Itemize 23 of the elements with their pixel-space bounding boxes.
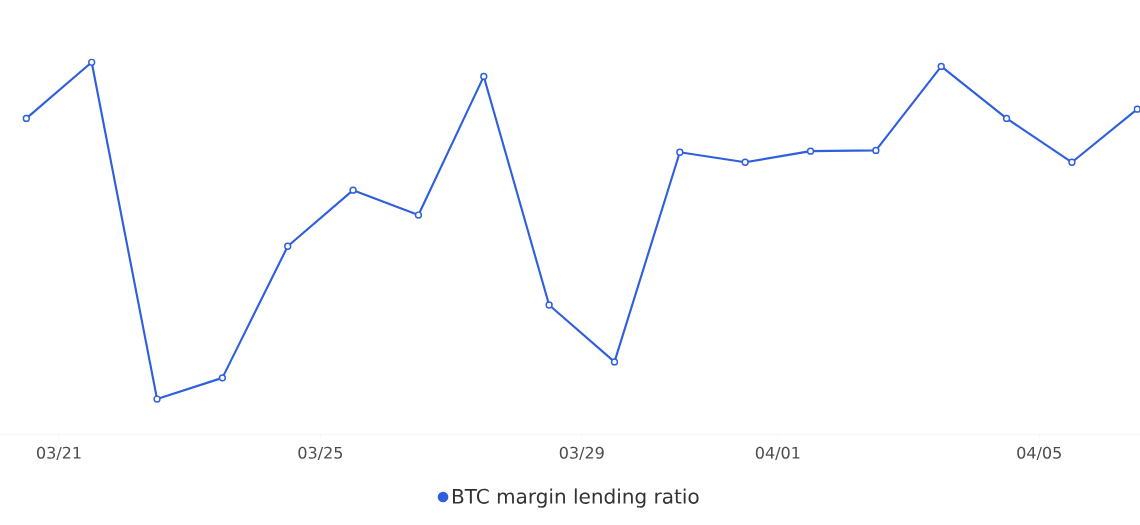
x-tick-label: 04/01 [755,446,800,461]
point [676,148,684,156]
x-tick-label: 04/05 [1017,446,1061,461]
x-tick-label: 03/25 [298,446,343,461]
legend-label: BTC margin lending ratio [453,488,699,508]
point [1068,158,1076,166]
point [480,72,488,81]
point [806,147,815,155]
point [1002,114,1011,123]
point [937,62,945,71]
point [218,374,227,382]
point [741,158,749,166]
point [545,301,553,309]
point [610,358,619,366]
point [88,58,96,66]
point [414,211,423,219]
point [153,395,161,403]
point [284,242,292,250]
x-tick-label: 03/29 [559,446,604,461]
point [22,114,31,123]
point [872,146,880,155]
x-tick-label: 03/21 [37,446,81,461]
point [349,186,357,194]
